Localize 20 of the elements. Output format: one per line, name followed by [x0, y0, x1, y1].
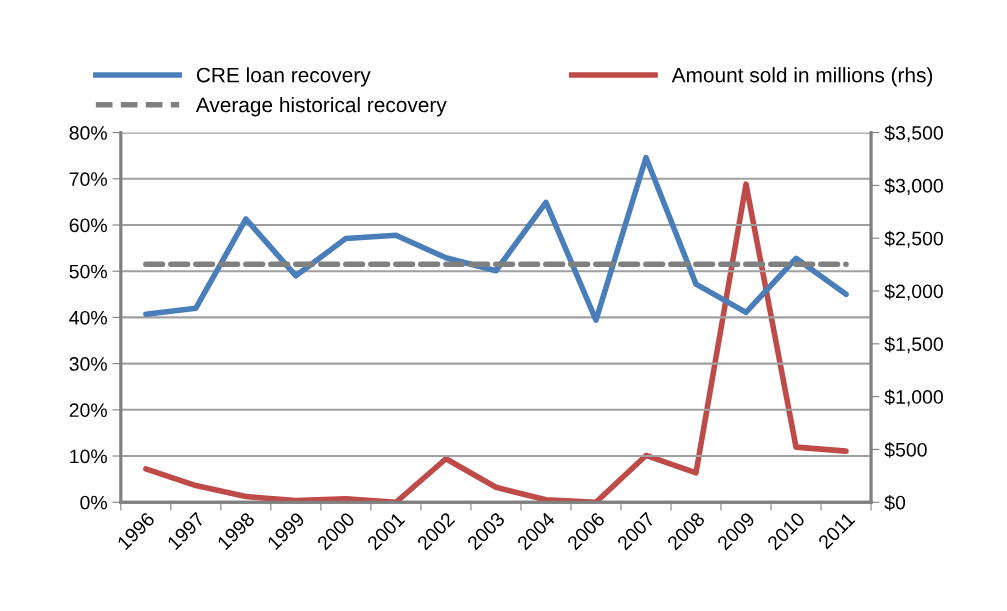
- y2-tick-label: $1,000: [884, 389, 943, 407]
- y-tick-label: 10%: [70, 449, 107, 464]
- legend-label: Amount sold in millions (rhs): [671, 67, 933, 87]
- legend-label: Average historical recovery: [195, 96, 447, 117]
- y-tick-label: 80%: [69, 126, 107, 140]
- y-tick-label: 70%: [69, 172, 107, 187]
- y2-tick-label: $3,500: [884, 125, 943, 143]
- y-tick-label: 60%: [69, 218, 107, 233]
- y-tick-label: 30%: [69, 357, 107, 371]
- y-tick-label: 0%: [80, 495, 107, 510]
- y-tick-label: 50%: [69, 264, 107, 279]
- y2-tick-label: $500: [884, 442, 927, 458]
- y2-tick-label: $1,500: [884, 336, 943, 354]
- y-tick-label: 40%: [69, 310, 107, 325]
- y2-tick-label: $0: [884, 494, 906, 511]
- y2-tick-label: $2,500: [884, 230, 943, 248]
- legend-label: CRE loan recovery: [196, 67, 371, 87]
- y-tick-label: 20%: [69, 403, 107, 418]
- y2-tick-label: $3,000: [884, 178, 943, 195]
- y2-tick-label: $2,000: [884, 283, 943, 301]
